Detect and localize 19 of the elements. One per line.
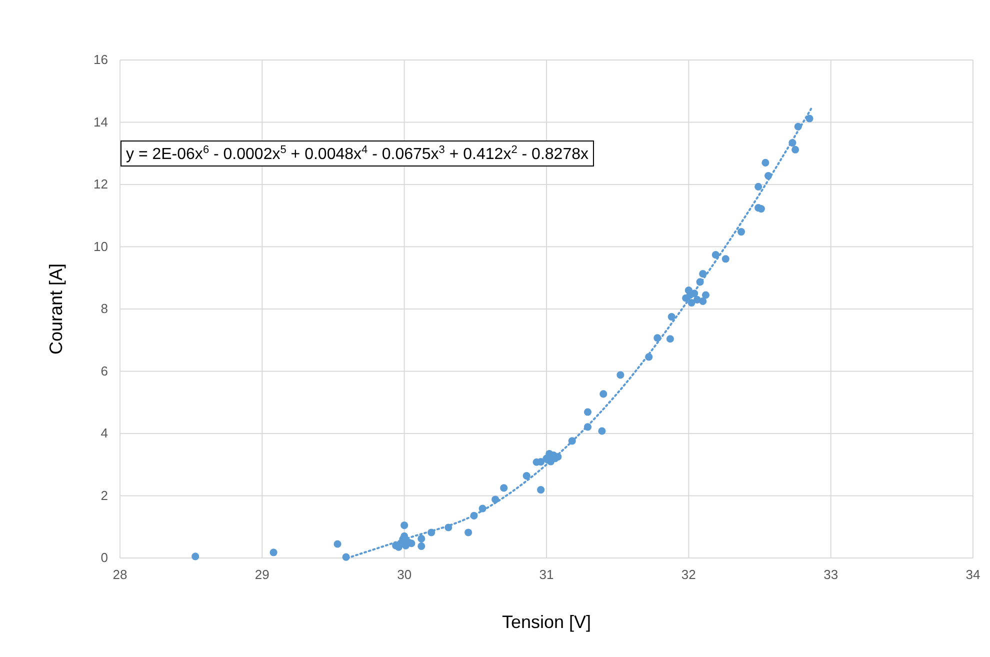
x-tick-label: 31 [539,567,554,582]
y-tick-label: 4 [100,426,108,441]
y-tick-label: 14 [94,114,108,130]
y-tick-label: 2 [100,488,108,503]
y-tick-label: 16 [94,52,108,68]
x-tick-label: 30 [397,567,412,582]
x-tick-label: 29 [254,567,270,582]
x-tick-label: 28 [112,567,128,582]
y-tick-label: 0 [100,550,108,566]
y-tick-label: 10 [94,238,108,254]
y-tick-label: 8 [100,301,108,316]
y-tick-label: 6 [100,363,108,378]
y-tick-label: 12 [94,176,108,192]
x-tick-label: 34 [966,567,980,582]
x-tick-label: 32 [681,567,696,582]
x-tick-label: 33 [824,567,838,582]
text: y = 2E-06x$^{6}$ - 0.0002x$^{5}$ + 0.0048x$^{4}$ - 0.0675x$^{3}$ + 0.412x$^{2}$ - 0.8278x [126,144,588,163]
y-axis-title: Courant [A] [46,263,66,355]
x-axis-title: Tension [V] [502,612,592,632]
